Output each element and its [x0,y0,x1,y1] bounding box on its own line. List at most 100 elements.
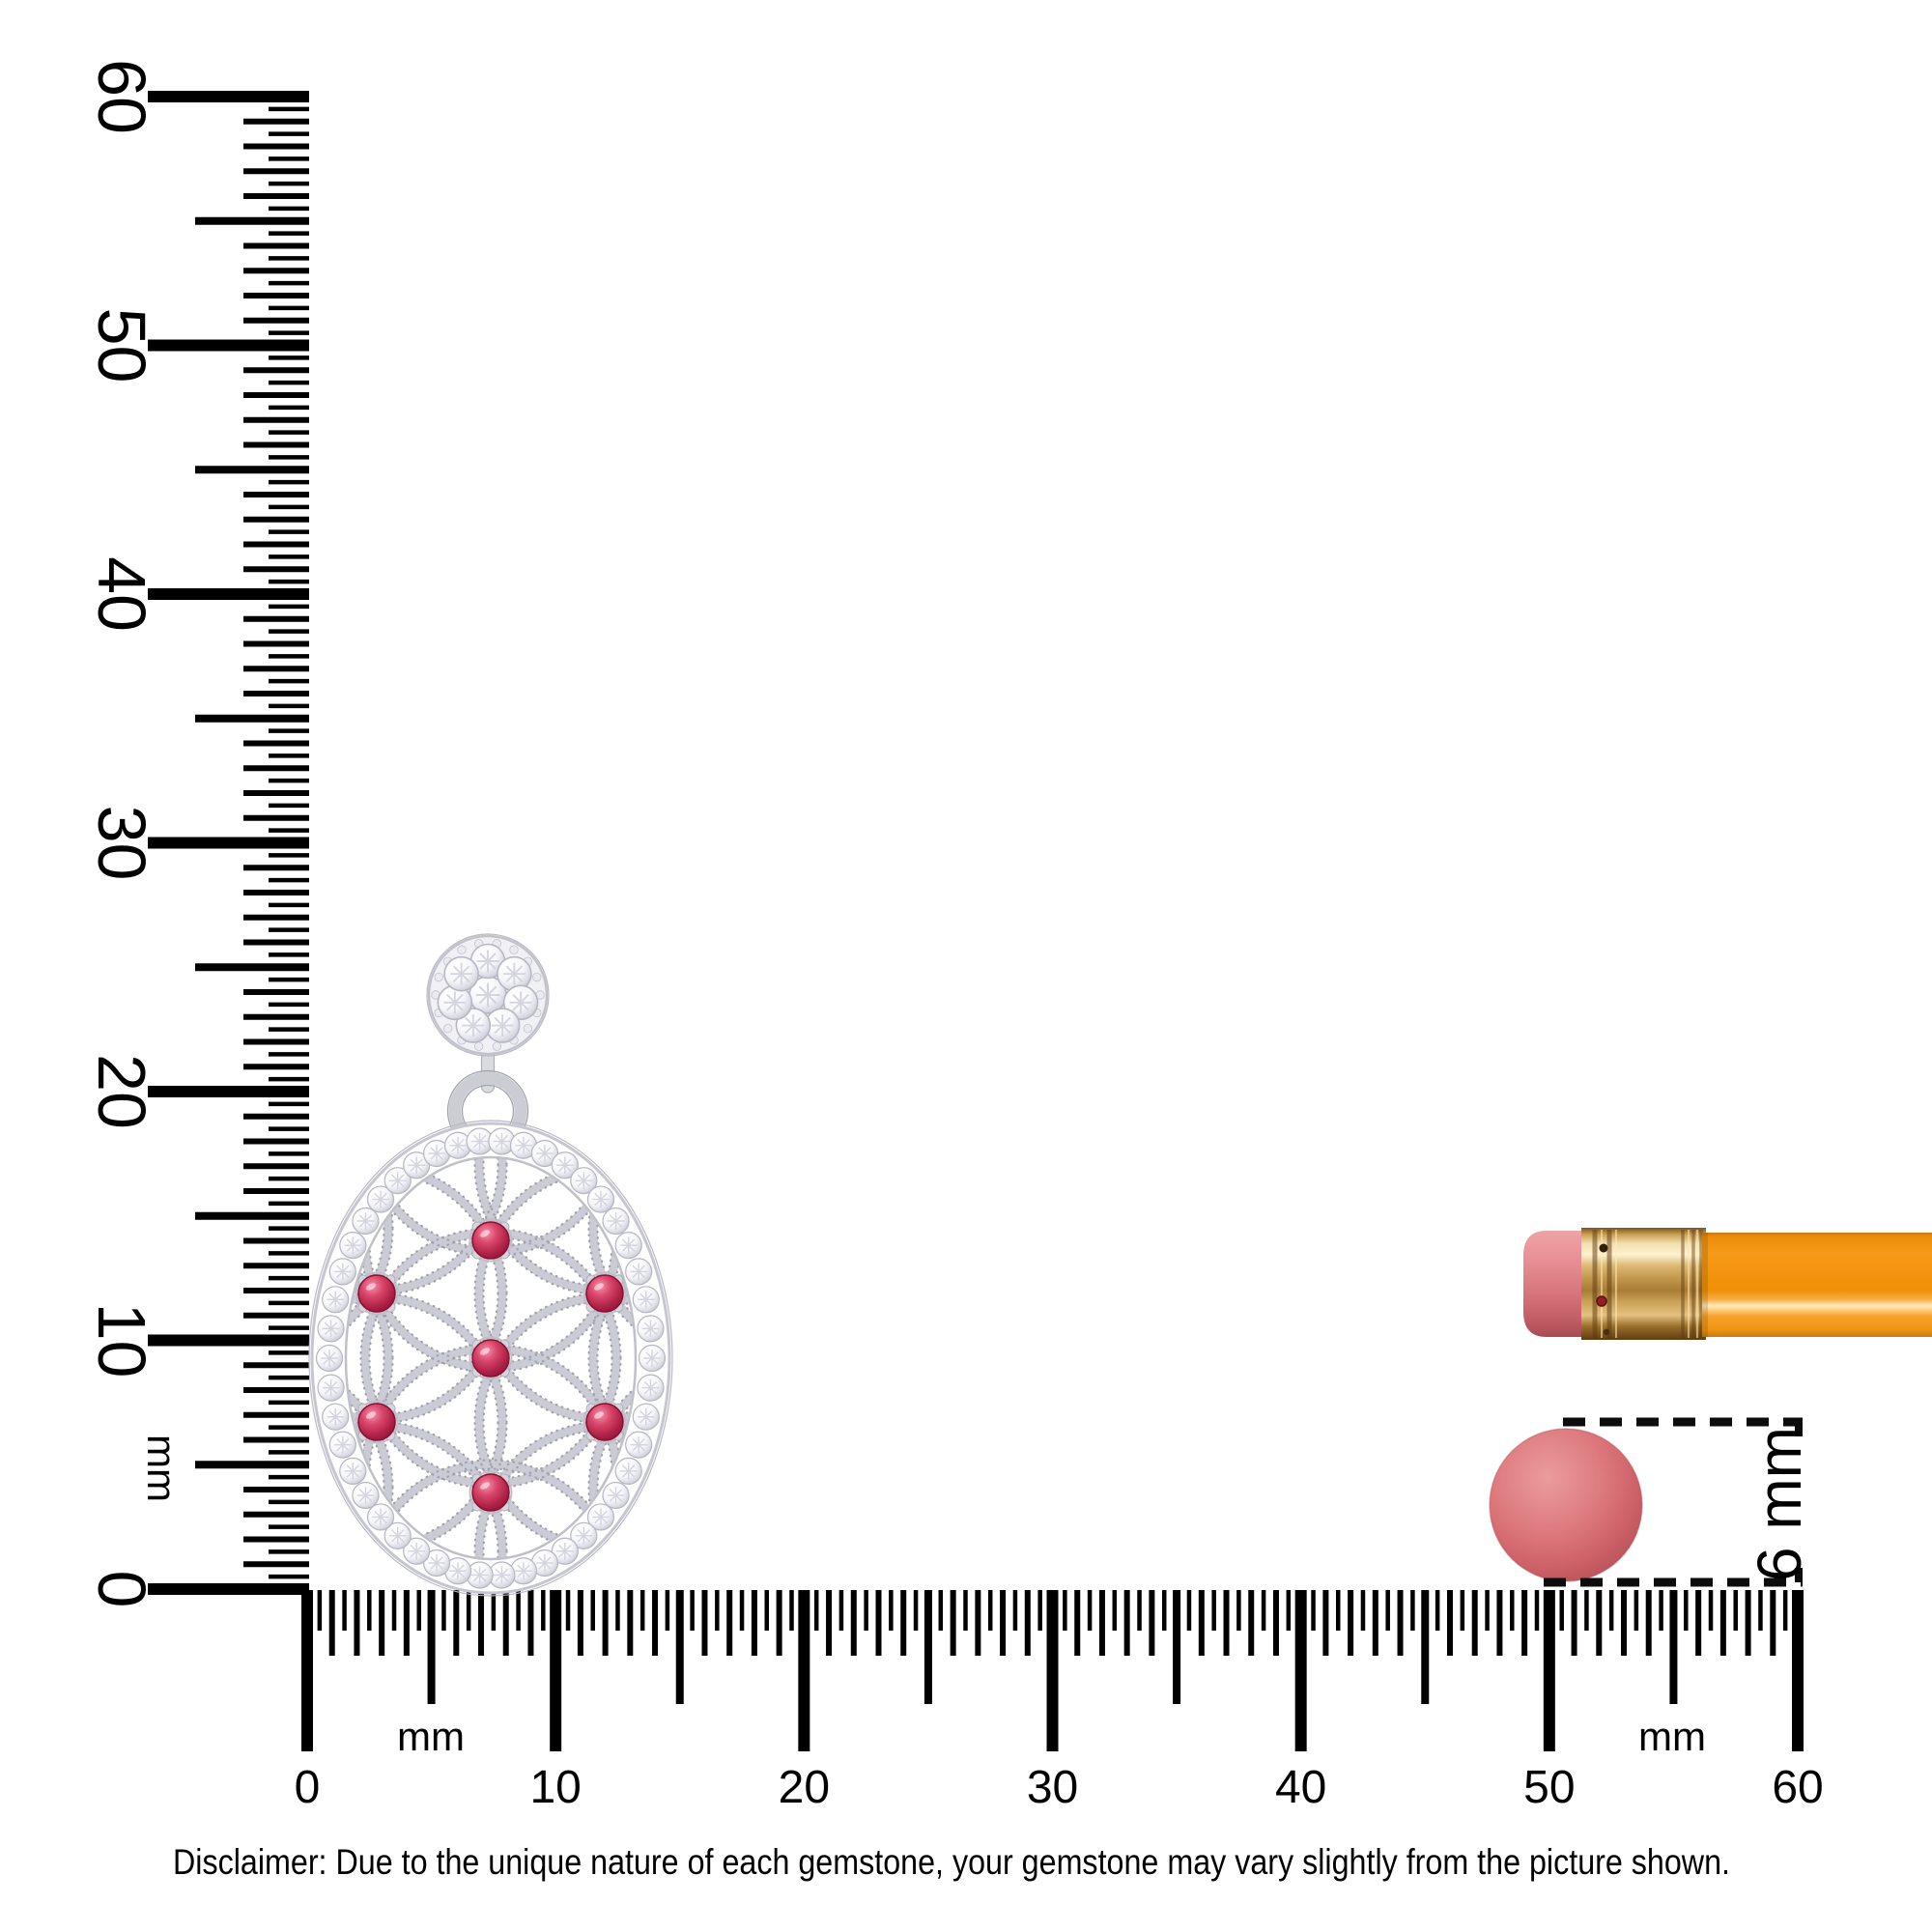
v-ruler-tick [243,814,309,821]
h-ruler-tick [1161,1590,1167,1631]
milgrain-bead [509,945,519,954]
horizontal-ruler-unit-label-left: mm [397,1714,465,1759]
v-ruler-tick [243,1288,309,1293]
milgrain-dots [587,1158,635,1360]
ruby-highlight [366,1411,376,1419]
milgrain-dots [359,1459,622,1558]
v-ruler-label-0: 0 [84,1571,159,1608]
h-ruler-tick [1311,1590,1316,1631]
ruby-bezel [469,1218,513,1263]
h-ruler-tick [1634,1590,1639,1631]
diamond-stone [339,1231,367,1260]
v-ruler-tick [243,392,309,398]
h-ruler-tick [1708,1590,1714,1631]
diamond-stone [352,1207,380,1236]
vertical-ruler-unit-label: mm [139,1435,185,1502]
v-ruler-tick [243,1387,309,1393]
v-ruler-tick [243,740,309,747]
v-ruler-tick [269,181,309,186]
ruby-highlight [366,1283,376,1291]
size-annotation: 6 mm [1489,1417,1814,1587]
milgrain-dots [347,1171,499,1416]
filigree-petal-ring [347,1228,393,1489]
v-ruler-tick [243,1013,309,1020]
v-ruler-tick [269,1052,309,1057]
milgrain-dots [347,1429,499,1558]
h-ruler-tick [1770,1590,1776,1656]
diamond-stone [339,1457,367,1486]
diamond-stone [614,1231,642,1260]
h-ruler-tick [1421,1590,1430,1704]
v-ruler-tick [243,541,309,548]
h-ruler-tick [1596,1590,1603,1656]
vertical-ruler-labels: 0 10 20 30 40 50 60 [84,59,159,1607]
h-ruler-tick [441,1590,446,1631]
v-ruler-tick [195,1461,309,1469]
v-ruler-tick [243,914,309,921]
v-ruler-tick [243,143,309,150]
h-ruler-tick [379,1590,385,1656]
v-ruler-tick [269,703,309,709]
v-ruler-tick [195,1211,309,1220]
h-ruler-tick [652,1590,659,1656]
h-ruler-tick [1659,1590,1663,1631]
h-ruler-tick [850,1590,857,1656]
h-ruler-label-0: 0 [295,1762,321,1813]
h-ruler-tick [1074,1590,1081,1656]
ruby-stone [471,1473,510,1512]
h-ruler-tick [367,1590,372,1631]
v-ruler-tick [269,753,309,758]
v-ruler-tick [269,1524,309,1529]
v-ruler-tick [195,714,309,723]
h-ruler-tick [1782,1590,1788,1631]
h-ruler-tick [1173,1590,1181,1704]
v-ruler-tick [243,293,309,298]
pencil-eraser [1523,1231,1587,1337]
v-ruler-tick [269,877,309,883]
v-ruler-tick [269,728,309,733]
v-ruler-tick [243,691,309,696]
v-ruler-tick [243,1263,309,1269]
v-ruler-tick [243,865,309,871]
h-ruler-tick [565,1590,571,1631]
h-ruler-tick [1294,1590,1307,1751]
h-ruler-tick [1758,1590,1763,1631]
v-ruler-tick [243,317,309,324]
milgrain-bead [523,1024,533,1034]
v-ruler-tick [243,1163,309,1170]
h-ruler-tick [1063,1590,1067,1631]
v-ruler-tick [269,1126,309,1131]
h-ruler-tick [1621,1590,1628,1656]
v-ruler-tick [243,118,309,125]
v-ruler-label-10: 10 [84,1303,159,1378]
v-ruler-tick [148,1086,309,1097]
v-ruler-label-50: 50 [84,308,159,384]
h-ruler-label-10: 10 [529,1762,581,1813]
v-ruler-label-30: 30 [84,806,159,881]
earring-rubies [355,1218,627,1515]
h-ruler-tick [1000,1590,1007,1656]
v-ruler-tick [243,1064,309,1070]
v-ruler-tick [269,330,309,335]
h-ruler-tick [1410,1590,1415,1631]
v-ruler-tick [243,666,309,672]
v-ruler-tick [243,168,309,175]
h-ruler-tick [466,1590,471,1631]
h-ruler-tick [864,1590,868,1631]
ruby-bezel [469,1470,513,1515]
h-ruler-tick [987,1590,993,1631]
disclaimer-text: Disclaimer: Due to the unique nature of … [173,1842,1730,1882]
earring-oval-drop [308,1120,673,1597]
milgrain-dots [347,1158,394,1360]
h-ruler-tick [516,1590,521,1631]
v-ruler-tick [269,1400,309,1406]
v-ruler-tick [269,355,309,360]
h-ruler-tick [1543,1590,1555,1751]
size-annotation-label: 6 mm [1745,1427,1814,1581]
h-ruler-tick [1322,1590,1329,1656]
v-ruler-tick [269,1474,309,1480]
h-ruler-tick [813,1590,819,1631]
diamond-stone [328,1258,357,1286]
